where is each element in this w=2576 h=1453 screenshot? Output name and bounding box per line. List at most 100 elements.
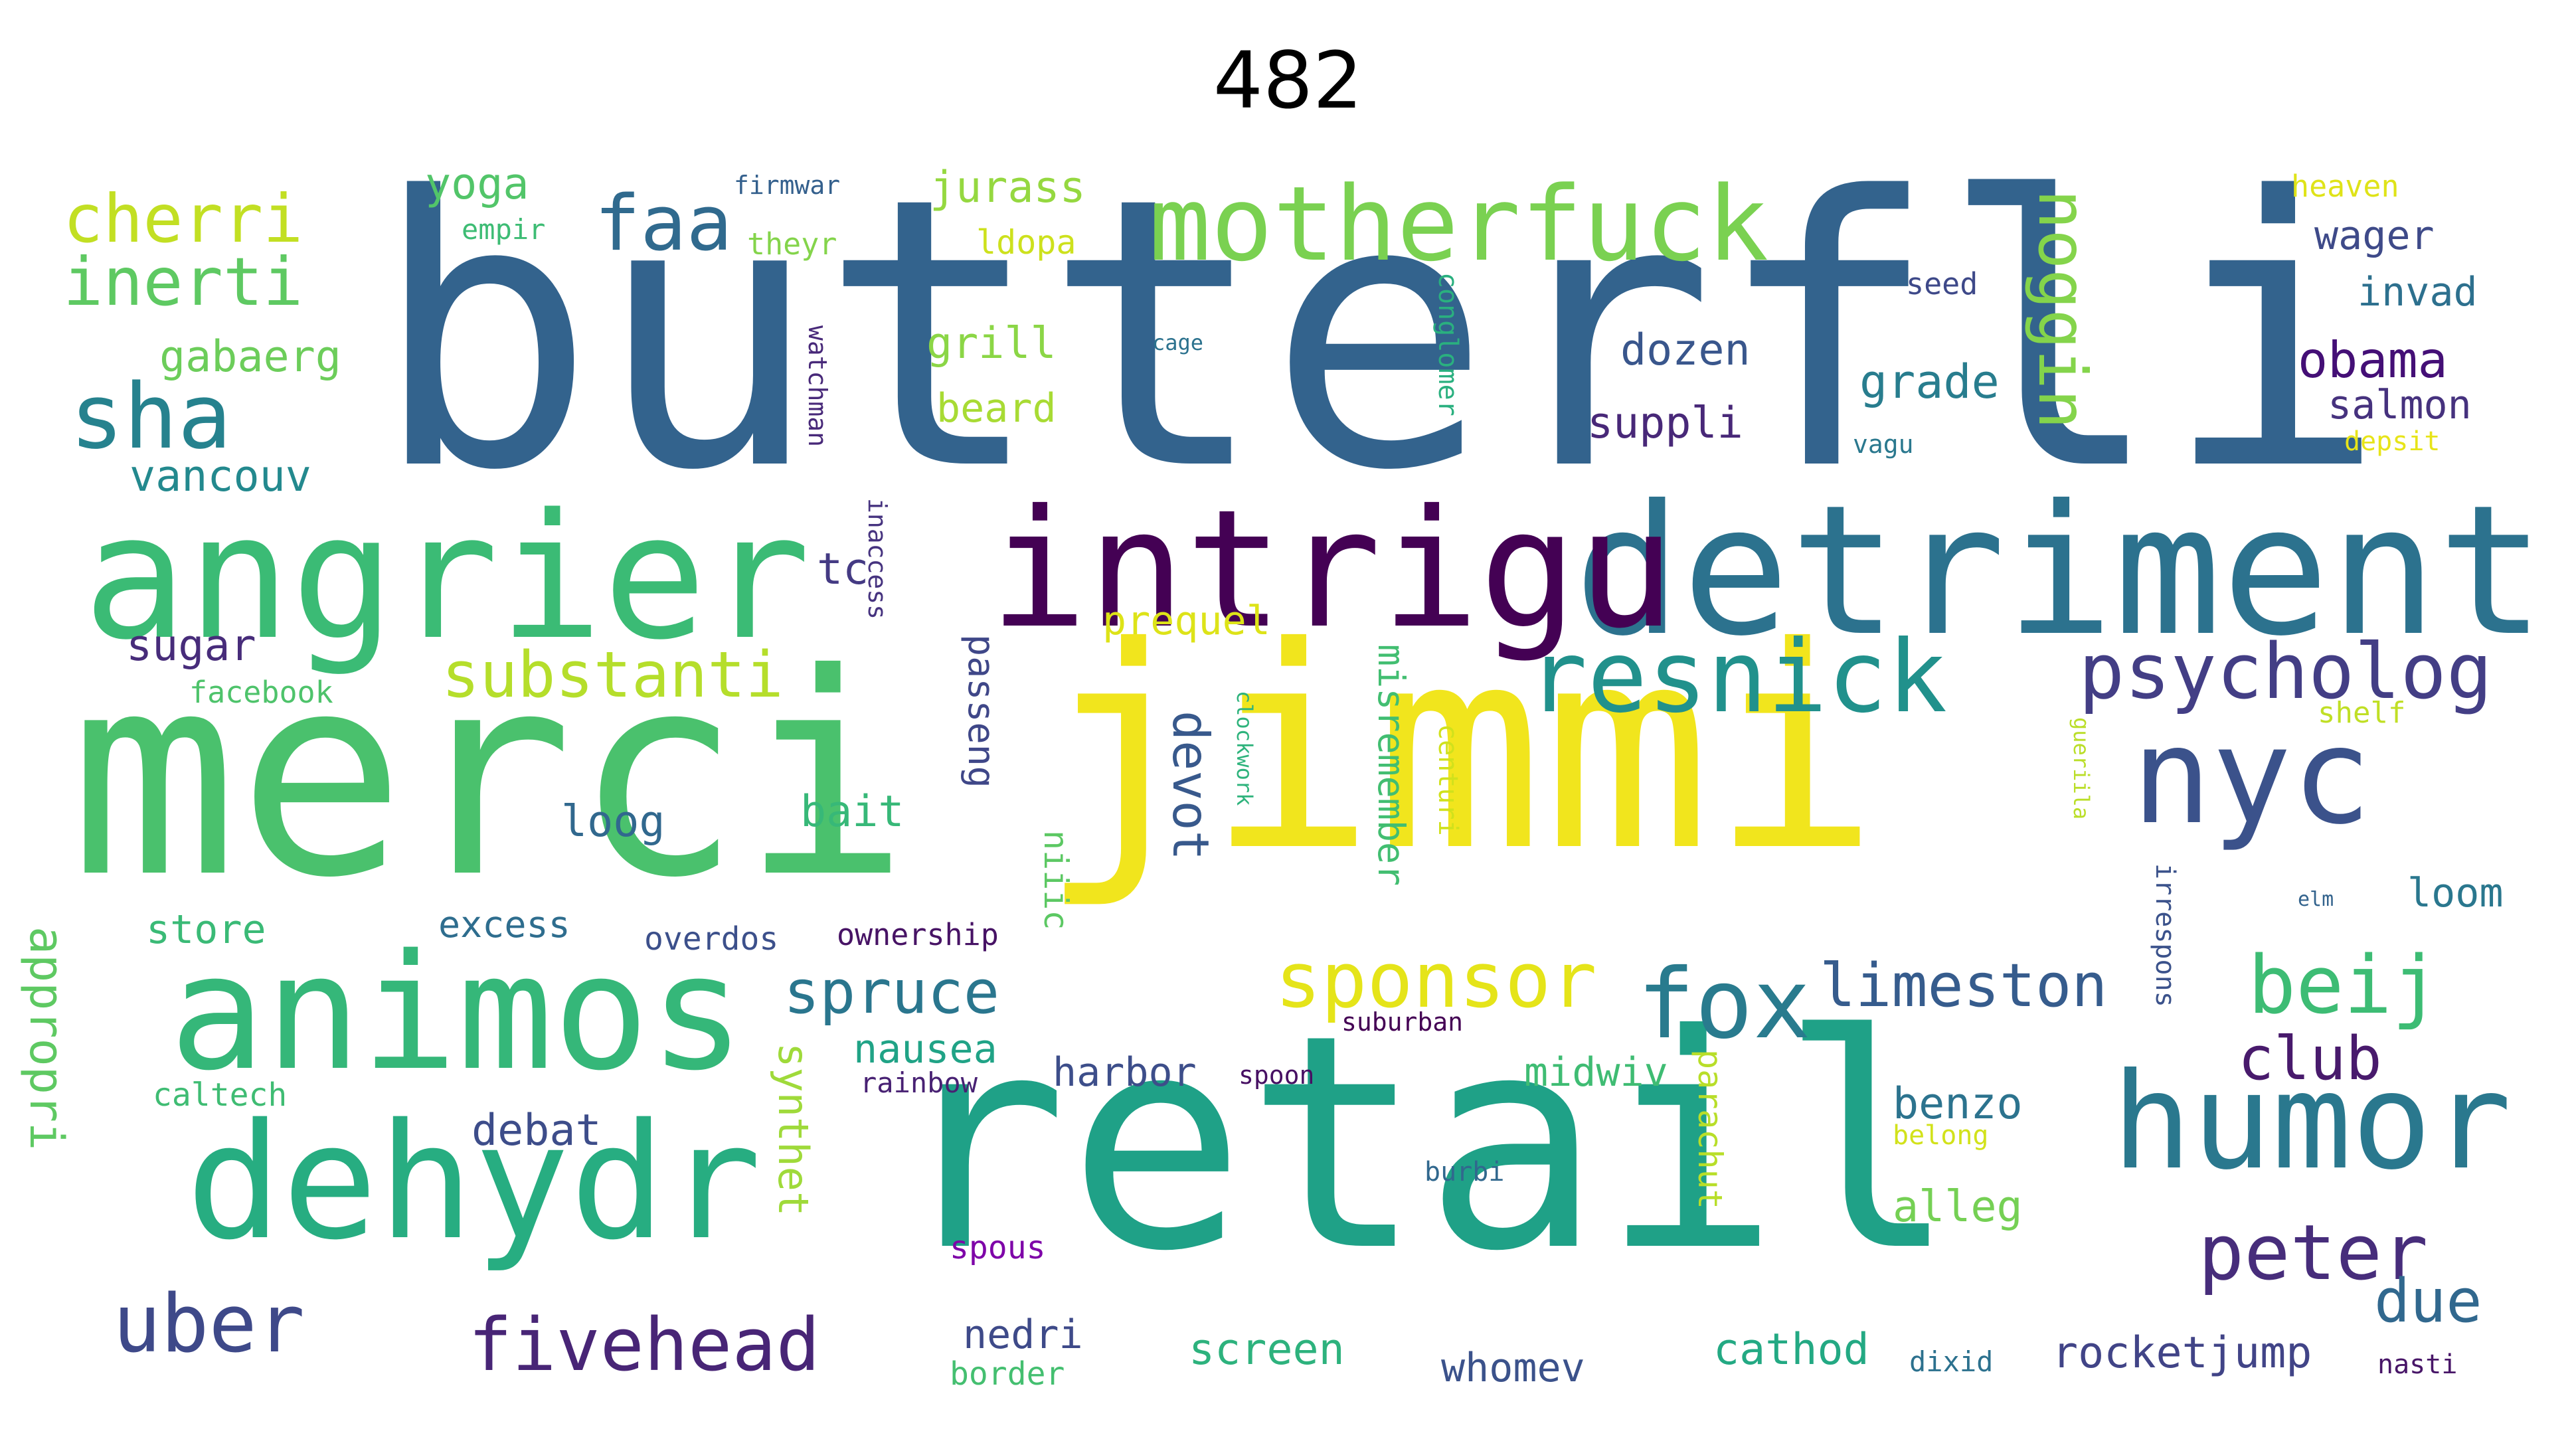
cloud-word: alleg <box>1893 1182 2023 1232</box>
cloud-word: theyr <box>747 226 837 262</box>
cloud-word: rainbow <box>860 1067 978 1099</box>
cloud-word: facebook <box>189 675 333 710</box>
cloud-word: debat <box>472 1106 602 1155</box>
cloud-word: devot <box>1161 711 1220 861</box>
cloud-word: ldopa <box>976 223 1076 262</box>
cloud-word: suppli <box>1587 398 1743 448</box>
cloud-word: overdos <box>644 920 779 958</box>
cloud-word: humor <box>2112 1045 2512 1199</box>
cloud-word: firmwar <box>734 171 841 200</box>
cloud-word: limeston <box>1820 951 2108 1021</box>
cloud-word: vagu <box>1853 430 1914 459</box>
cloud-word: merci <box>70 614 910 939</box>
cloud-word: shelf <box>2318 696 2406 730</box>
cloud-word: motherfuck <box>1149 164 1769 284</box>
cloud-word: wager <box>2314 213 2435 259</box>
cloud-word: sugar <box>126 621 256 671</box>
cloud-word: tc <box>817 545 869 594</box>
cloud-word: intrigu <box>989 475 1675 664</box>
cloud-word: club <box>2238 1024 2382 1094</box>
cloud-word: psycholog <box>2079 628 2493 717</box>
cloud-word: misremember <box>1370 644 1413 887</box>
cloud-word: excess <box>438 903 570 946</box>
cloud-word: grill <box>926 319 1057 369</box>
cloud-word: jurass <box>930 163 1086 213</box>
cloud-word: fox <box>1637 948 1811 1061</box>
cloud-word: vancouv <box>129 452 311 501</box>
cloud-word: irrespons <box>2150 863 2180 1007</box>
cloud-word: fivehead <box>468 1302 820 1387</box>
cloud-word: faa <box>594 179 732 268</box>
cloud-word: bait <box>800 787 904 837</box>
cloud-word: clockwork <box>1232 691 1257 806</box>
cloud-word: jimmi <box>1039 588 1879 912</box>
cloud-word: dixid <box>1909 1345 1994 1378</box>
cloud-word: cathod <box>1713 1325 1869 1375</box>
cloud-word: suburban <box>1341 1007 1464 1037</box>
cloud-word: screen <box>1189 1325 1345 1375</box>
cloud-word: store <box>146 906 266 953</box>
cloud-word: spruce <box>784 958 1000 1027</box>
cloud-word: belong <box>1893 1120 1989 1151</box>
cloud-word: spoon <box>1239 1061 1315 1090</box>
cloud-word: harbor <box>1053 1049 1197 1096</box>
cloud-word: gueriila <box>2069 717 2094 820</box>
cloud-word: grade <box>1859 355 2000 409</box>
cloud-word: yoga <box>425 159 529 209</box>
cloud-word: conglomer <box>1432 272 1463 416</box>
cloud-word: nyc <box>2132 699 2372 854</box>
cloud-word: benzo <box>1893 1079 2023 1129</box>
cloud-word: ownership <box>837 917 999 952</box>
cloud-word: watchman <box>803 325 832 448</box>
cloud-word: caltech <box>153 1076 288 1114</box>
cloud-word: elm <box>2298 888 2334 911</box>
cloud-word: resnick <box>1527 620 1948 735</box>
cloud-word: seed <box>1906 266 1978 301</box>
cloud-word: butterfli <box>372 119 2387 552</box>
cloud-word: nedri <box>963 1312 1083 1358</box>
cloud-word: centuri <box>1432 724 1463 836</box>
cloud-word: midwiv <box>1524 1049 1668 1096</box>
cloud-word: sha <box>70 365 232 469</box>
cloud-title: 482 <box>1213 35 1363 126</box>
cloud-word: appropri <box>19 926 74 1151</box>
cloud-word: detriment <box>1574 466 2545 675</box>
cloud-word: loom <box>2407 870 2504 916</box>
cloud-word: depsit <box>2344 426 2441 457</box>
cloud-word: gabaerg <box>159 332 341 382</box>
cloud-word: inerti <box>63 243 303 321</box>
cloud-word: peter <box>2198 1209 2429 1298</box>
cloud-word: angrier <box>83 477 811 678</box>
cloud-word: obama <box>2298 331 2448 389</box>
cloud-word: prequel <box>1102 598 1270 644</box>
cloud-word: substanti <box>442 639 784 712</box>
cloud-word: beard <box>936 385 1057 432</box>
cloud-word: whomev <box>1441 1345 1585 1391</box>
cloud-word: border <box>950 1355 1065 1393</box>
cloud-word: dehydr <box>186 1089 762 1275</box>
cloud-word: cage <box>1152 330 1204 355</box>
cloud-word: beij <box>2248 940 2440 1032</box>
cloud-word: noggin <box>2023 189 2101 430</box>
cloud-word: retail <box>890 972 1958 1316</box>
cloud-word: spous <box>950 1229 1046 1266</box>
cloud-word: inaccess <box>863 498 892 620</box>
cloud-word: rocketjump <box>2052 1328 2312 1378</box>
cloud-word: empir <box>462 213 546 246</box>
cloud-word: passeng <box>960 634 1003 788</box>
cloud-word: animos <box>169 920 745 1106</box>
cloud-word: loog <box>561 797 665 847</box>
cloud-word: parachut <box>1691 1049 1729 1209</box>
cloud-word: sponsor <box>1275 936 1597 1025</box>
cloud-word: invad <box>2358 269 2478 315</box>
cloud-word: nausea <box>853 1026 997 1072</box>
cloud-word: salmon <box>2328 382 2472 428</box>
cloud-word: heaven <box>2291 169 2399 204</box>
cloud-word: synthet <box>769 1043 817 1217</box>
cloud-word: burbi <box>1424 1157 1505 1187</box>
cloud-word: niiic <box>1037 830 1075 930</box>
cloud-word: uber <box>113 1278 305 1371</box>
cloud-word: cherri <box>63 180 303 258</box>
cloud-word: dozen <box>1620 325 1751 375</box>
